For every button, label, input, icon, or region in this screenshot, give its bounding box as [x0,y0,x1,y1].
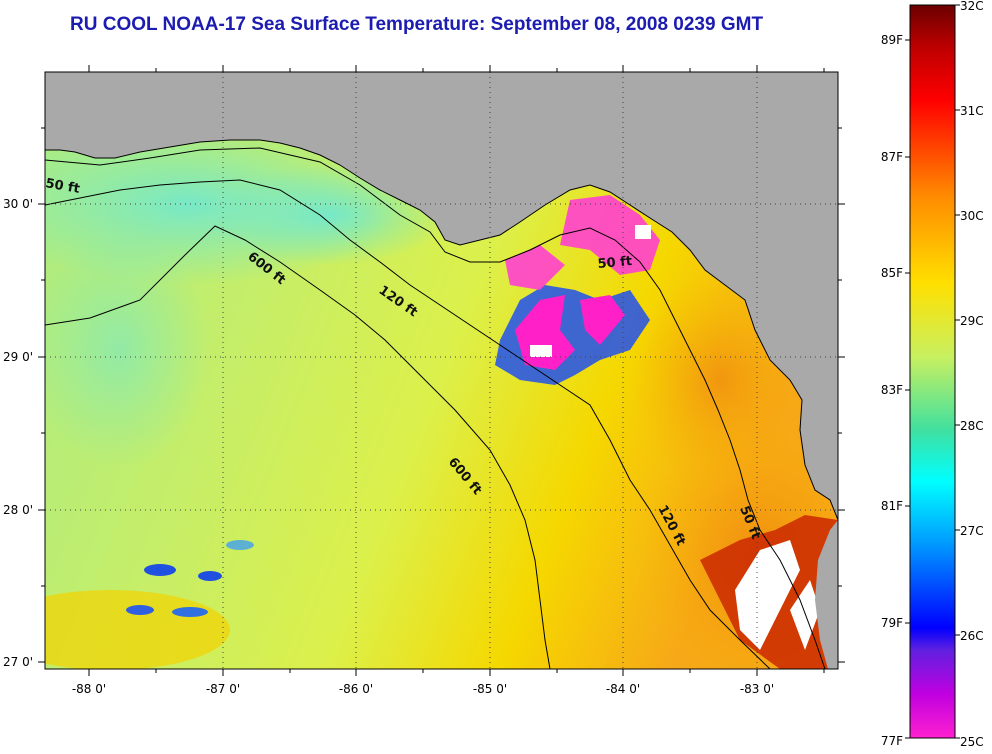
colorbar-fahrenheit-label: 79F [881,616,903,630]
contour-600ft [45,225,551,669]
contour-50ft [45,147,826,669]
contour-120ft [45,179,771,669]
colorbar-fahrenheit-label: 87F [881,150,903,164]
cloud-mask-region [580,295,625,345]
cloud-white [635,225,651,239]
lon-tick-label: -83 0' [740,682,774,696]
cloud-white [790,580,820,650]
lon-tick-label: -87 0' [206,682,240,696]
contour-label: 50 ft [597,254,633,272]
warm-water-patch [45,590,230,669]
plot-frame [44,71,839,670]
colorbar-celsius-label: 31C [960,104,984,118]
lat-tick-label: 29 0' [3,350,33,364]
lat-tick-label: 28 0' [3,503,33,517]
land [815,520,838,669]
colorbar-fahrenheit-label: 83F [881,383,903,397]
colorbar-celsius-label: 30C [960,209,984,223]
cold-spot [226,540,254,550]
lat-tick-label: 27 0' [3,655,33,669]
lon-tick-label: -86 0' [339,682,373,696]
cloud-mask-region [505,245,565,290]
colorbar-fahrenheit-label: 77F [881,734,903,748]
map-title: RU COOL NOAA-17 Sea Surface Temperature:… [70,14,764,35]
colorbar-celsius-label: 25C [960,735,984,749]
colorbar-celsius-label: 29C [960,314,984,328]
colorbar-fahrenheit-label: 89F [881,33,903,47]
graticule [45,72,838,669]
contour-label: 50 ft [44,176,81,197]
colorbar-fahrenheit-label: 85F [881,266,903,280]
lon-tick-label: -85 0' [473,682,507,696]
cold-spot [144,564,176,576]
cold-spot [172,607,208,617]
lon-tick-label: -84 0' [606,682,640,696]
cool-water-patch [45,230,210,470]
lat-tick-label: 30 0' [3,197,33,211]
colorbar-fahrenheit-label: 81F [881,499,903,513]
cloud-mask-region [560,195,660,275]
lon-tick-label: -88 0' [72,682,106,696]
colorbar [909,4,956,739]
colorbar-celsius-label: 28C [960,419,984,433]
cloud-white [530,345,552,357]
cold-spot [126,605,154,615]
axis-ticks [38,65,845,676]
plot-area [45,72,838,669]
land [45,72,838,520]
colorbar-ticks [905,4,960,739]
colorbar-celsius-label: 26C [960,629,984,643]
colorbar-celsius-label: 27C [960,524,984,538]
colorbar-celsius-label: 32C [960,0,984,13]
cold-spot [198,571,222,581]
